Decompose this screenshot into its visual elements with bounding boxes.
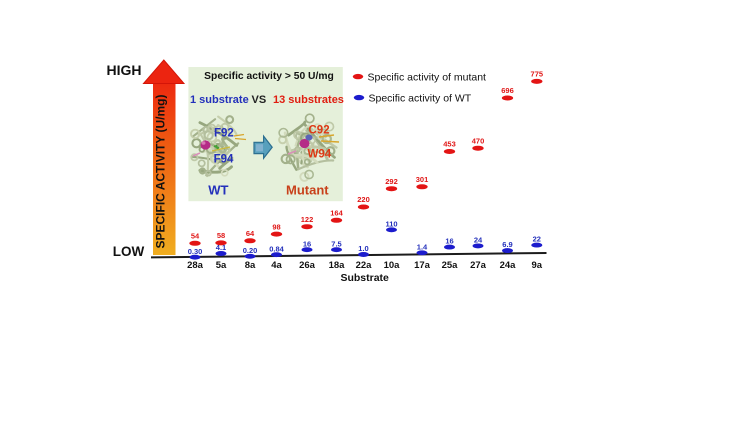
- svg-text:7.5: 7.5: [331, 239, 341, 248]
- svg-text:122: 122: [301, 215, 314, 224]
- svg-text:6.9: 6.9: [502, 240, 512, 249]
- svg-text:4.1: 4.1: [216, 243, 226, 252]
- svg-text:470: 470: [472, 136, 485, 145]
- svg-text:64: 64: [246, 229, 255, 238]
- svg-text:1.4: 1.4: [417, 242, 428, 251]
- svg-text:18a: 18a: [329, 260, 346, 271]
- svg-text:W94: W94: [308, 149, 332, 161]
- svg-text:0.30: 0.30: [188, 247, 203, 256]
- svg-text:LOW: LOW: [113, 244, 145, 259]
- svg-text:0.84: 0.84: [269, 244, 284, 253]
- svg-text:HIGH: HIGH: [107, 62, 142, 78]
- svg-text:5a: 5a: [216, 260, 227, 271]
- svg-text:27a: 27a: [470, 260, 487, 271]
- svg-text:24: 24: [474, 236, 483, 245]
- svg-text:Specific activity > 50 U/mg: Specific activity > 50 U/mg: [204, 71, 334, 82]
- svg-text:696: 696: [501, 86, 514, 95]
- svg-text:26a: 26a: [299, 260, 316, 271]
- svg-text:Mutant: Mutant: [286, 183, 329, 198]
- svg-text:Specific activity of mutant: Specific activity of mutant: [368, 72, 487, 84]
- svg-text:13 substrates: 13 substrates: [273, 94, 344, 106]
- svg-text:10a: 10a: [384, 260, 401, 271]
- svg-text:25a: 25a: [442, 260, 459, 271]
- svg-text:Substrate: Substrate: [340, 272, 389, 284]
- svg-text:VS: VS: [252, 94, 267, 106]
- svg-text:1.0: 1.0: [358, 244, 368, 253]
- svg-text:0.20: 0.20: [243, 246, 258, 255]
- svg-text:8a: 8a: [245, 260, 256, 271]
- svg-text:775: 775: [531, 70, 544, 79]
- svg-text:F94: F94: [214, 154, 234, 166]
- svg-text:164: 164: [330, 209, 343, 218]
- svg-text:98: 98: [272, 222, 280, 231]
- svg-text:28a: 28a: [187, 260, 204, 271]
- svg-text:4a: 4a: [271, 260, 282, 271]
- svg-text:22: 22: [533, 235, 541, 244]
- svg-text:F92: F92: [214, 128, 234, 140]
- svg-text:220: 220: [357, 195, 370, 204]
- svg-text:WT: WT: [208, 183, 228, 198]
- svg-text:16: 16: [445, 237, 453, 246]
- svg-text:17a: 17a: [414, 260, 431, 271]
- svg-text:24a: 24a: [500, 260, 517, 271]
- svg-text:301: 301: [416, 175, 429, 184]
- svg-text:22a: 22a: [356, 260, 373, 271]
- svg-text:SPECIFIC ACTIVITY (U/mg): SPECIFIC ACTIVITY (U/mg): [153, 94, 167, 248]
- svg-text:16: 16: [303, 239, 311, 248]
- svg-text:58: 58: [217, 231, 225, 240]
- svg-text:Specific activity of WT: Specific activity of WT: [369, 93, 472, 105]
- svg-text:110: 110: [385, 219, 397, 228]
- svg-text:54: 54: [191, 232, 200, 241]
- svg-text:C92: C92: [309, 125, 330, 137]
- svg-text:9a: 9a: [532, 260, 543, 271]
- svg-text:292: 292: [385, 177, 398, 186]
- svg-text:1 substrate: 1 substrate: [190, 94, 249, 106]
- svg-text:453: 453: [443, 140, 456, 149]
